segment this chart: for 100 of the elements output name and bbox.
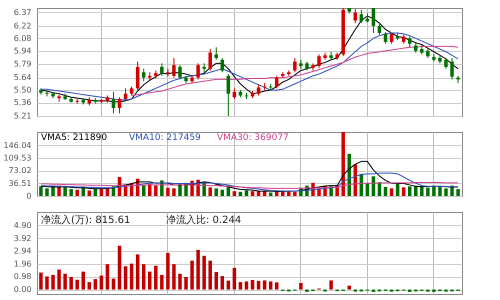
bar — [82, 272, 85, 290]
bar — [408, 186, 412, 196]
bar — [426, 188, 430, 196]
candlestick — [274, 75, 278, 89]
bar — [238, 192, 242, 196]
bar — [124, 266, 128, 290]
bar — [190, 260, 194, 290]
bar — [142, 186, 146, 196]
candlestick — [372, 8, 376, 34]
bar — [69, 277, 73, 290]
bar — [293, 192, 297, 196]
y-tick-label: 1.96 — [14, 259, 32, 268]
text: VMA30: 369077 — [217, 133, 289, 143]
bar — [214, 188, 218, 196]
bar — [444, 188, 448, 196]
candlestick — [220, 57, 224, 73]
bar — [226, 280, 230, 290]
bar — [420, 186, 424, 196]
candlestick — [293, 57, 297, 73]
candlestick — [378, 24, 382, 36]
candlestick — [384, 32, 388, 44]
bar — [402, 187, 406, 196]
bar — [130, 264, 134, 290]
bar — [106, 264, 110, 290]
bar — [250, 280, 254, 290]
bar — [160, 274, 164, 290]
bar — [232, 268, 236, 290]
candlestick — [232, 88, 236, 100]
bar — [238, 282, 242, 290]
bar — [384, 187, 388, 196]
y-tick-label: 5.64 — [14, 73, 32, 82]
y-tick-label: 5.94 — [14, 46, 32, 56]
candlestick — [118, 96, 122, 114]
bar — [166, 188, 170, 196]
bar — [75, 190, 79, 196]
bar — [148, 184, 152, 196]
candlestick — [444, 57, 448, 70]
bar — [51, 274, 55, 290]
bar — [69, 189, 73, 196]
candlestick — [208, 48, 212, 71]
line-series — [40, 160, 459, 192]
bar — [112, 278, 116, 290]
candlestick — [124, 88, 128, 102]
y-tick-label: 109.53 — [4, 154, 32, 163]
candlestick — [414, 41, 418, 54]
bar — [39, 272, 43, 290]
candlestick — [160, 62, 164, 76]
bar — [366, 182, 370, 196]
bar — [220, 276, 224, 290]
bar — [148, 272, 152, 290]
bar — [438, 186, 442, 196]
bar — [184, 277, 188, 290]
y-tick-label: 6.37 — [14, 8, 32, 17]
bar — [456, 189, 460, 196]
y-tick-label: 36.51 — [8, 178, 32, 188]
y-tick-label: 0 — [26, 192, 32, 200]
bar — [178, 274, 182, 290]
candlestick — [360, 9, 364, 24]
candlestick — [112, 91, 116, 114]
candlestick — [226, 74, 230, 116]
candlestick — [256, 84, 260, 96]
bar — [142, 264, 146, 290]
bar — [45, 276, 49, 290]
bar — [88, 282, 92, 290]
bar — [414, 186, 418, 196]
candlestick — [172, 57, 176, 78]
bar — [100, 189, 104, 196]
bar — [341, 132, 345, 196]
bar — [178, 184, 182, 196]
bar — [166, 252, 170, 290]
bar — [94, 279, 98, 290]
annotation: 净流入(万): 815.61 — [41, 214, 130, 226]
bar — [208, 187, 212, 196]
bar — [348, 286, 351, 290]
y-tick-label: 3.92 — [14, 234, 32, 243]
text: VMA5: 211890 — [41, 133, 108, 143]
bar — [202, 256, 206, 290]
bar — [378, 182, 382, 196]
bar — [220, 190, 224, 196]
bar — [274, 192, 278, 196]
text: VMA10: 217459 — [129, 133, 202, 143]
y-tick-label: 5.79 — [14, 60, 32, 69]
bar — [172, 264, 176, 290]
candlestick — [408, 36, 412, 48]
bar — [75, 280, 79, 290]
bar — [274, 282, 278, 290]
bar — [268, 281, 272, 290]
candlestick — [390, 32, 394, 44]
candlestick — [214, 46, 218, 60]
bar — [214, 272, 218, 290]
bar — [299, 283, 303, 290]
bar — [57, 270, 61, 290]
y-tick-label: 6.08 — [14, 34, 32, 43]
y-tick-label: 5.21 — [14, 112, 32, 120]
bar — [136, 254, 140, 290]
bar — [88, 190, 92, 196]
bar — [250, 191, 254, 196]
candlestick — [354, 8, 358, 24]
bar — [154, 266, 158, 290]
candlestick — [142, 68, 146, 82]
